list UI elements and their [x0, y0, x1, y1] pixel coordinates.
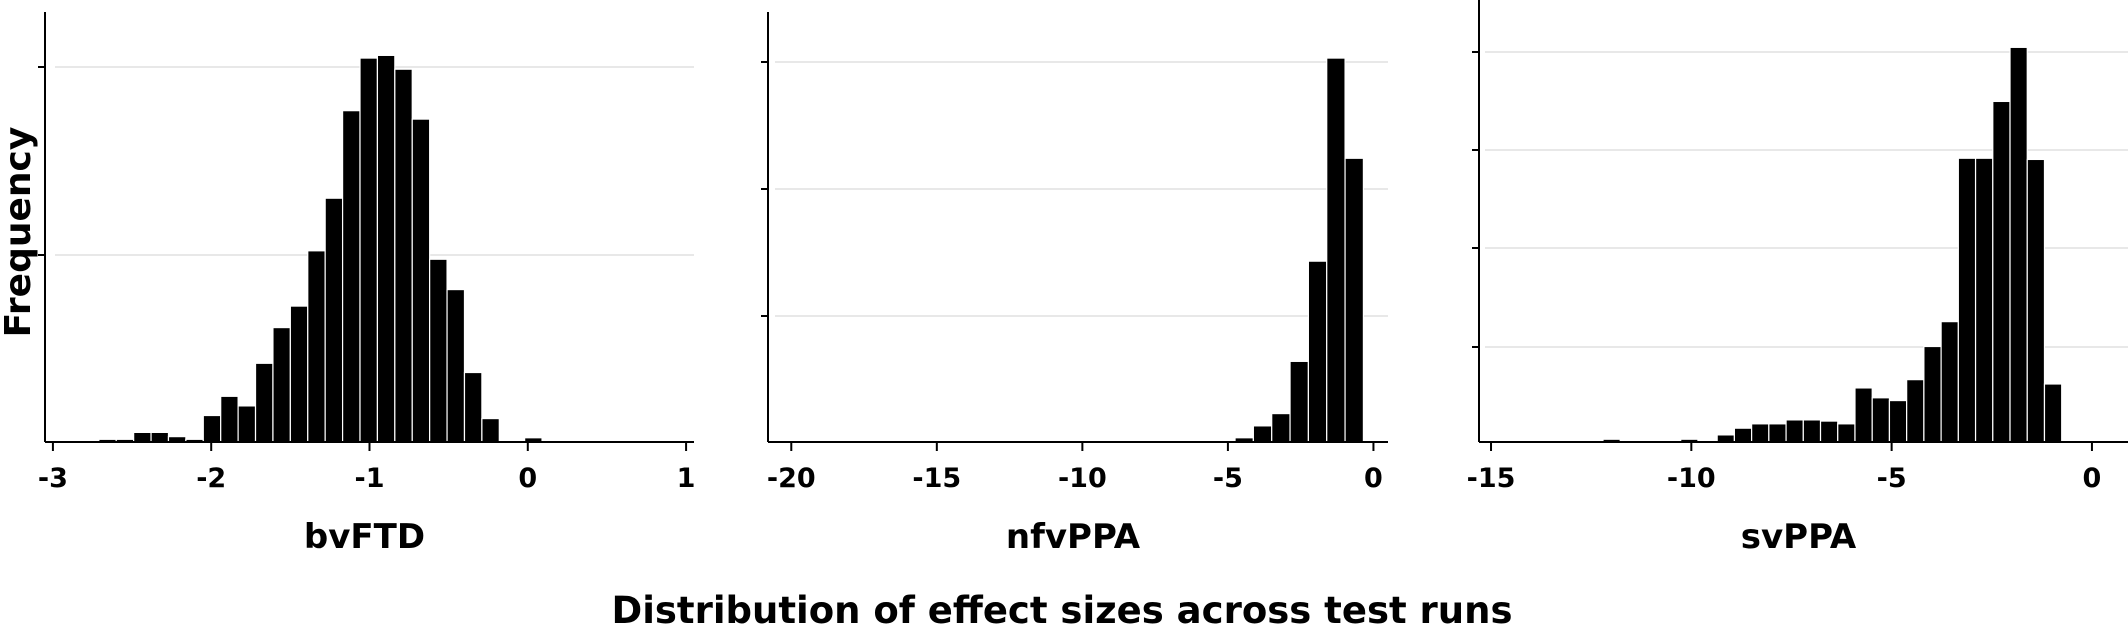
histogram-bar	[1837, 423, 1856, 443]
histogram-bar	[1733, 427, 1753, 443]
histogram-bar	[341, 110, 361, 443]
histogram-bar	[1307, 260, 1328, 443]
histogram-bar	[1344, 157, 1365, 443]
x-tick-label: -5	[1213, 463, 1243, 494]
histogram-bar	[2026, 158, 2046, 443]
histogram-bar	[1326, 57, 1346, 443]
histogram-bar	[324, 197, 344, 443]
histogram-bar	[1716, 434, 1735, 443]
x-tick-label: -5	[1877, 463, 1907, 494]
histogram-bar	[2009, 46, 2028, 443]
x-tick-label: -20	[767, 463, 816, 494]
histogram-bar	[411, 118, 431, 443]
histogram-panel-2: -20 -15 -10 -5 0 nfvPPA	[761, 12, 1388, 557]
histogram-bar	[202, 414, 222, 443]
x-tick-label: -15	[912, 463, 961, 494]
histogram-bar	[1888, 399, 1908, 443]
histogram-bar	[359, 57, 379, 443]
histogram-bar	[133, 431, 152, 443]
histogram-bar	[463, 371, 483, 443]
x-tick-label: -3	[38, 463, 68, 494]
histogram-bar	[220, 395, 239, 443]
histogram-panel-1: -3 -2 -1 0 1 bvFTD	[38, 12, 696, 557]
histogram-bar	[289, 305, 309, 443]
x-tick-label: -15	[1467, 463, 1516, 494]
histogram-bar	[1992, 100, 2011, 443]
histogram-bar	[150, 431, 170, 443]
histogram-bar	[272, 326, 291, 443]
histogram-bar	[1871, 397, 1891, 443]
x-tick-label: -2	[196, 463, 226, 494]
histogram-bar	[1923, 345, 1942, 443]
histogram-bar	[1819, 420, 1839, 443]
panel-xlabel: bvFTD	[304, 517, 425, 557]
x-tick-label: -10	[1667, 463, 1716, 494]
x-tick-label: 1	[677, 463, 696, 494]
histogram-bar	[307, 250, 326, 443]
panel-xlabel: nfvPPA	[1006, 517, 1141, 557]
histogram-bar	[429, 258, 448, 443]
histogram-bar	[1252, 425, 1273, 443]
x-tick-label: 0	[2083, 463, 2102, 494]
histogram-bar	[481, 417, 500, 443]
histogram-bar	[446, 288, 466, 443]
histogram-bar	[1271, 412, 1291, 443]
histogram-bar	[1906, 379, 1925, 443]
figure-caption: Distribution of effect sizes across test…	[612, 589, 1513, 630]
histogram-bar	[1289, 360, 1309, 443]
panel-xlabel: svPPA	[1741, 517, 1857, 557]
x-tick-label: 0	[1364, 463, 1383, 494]
histogram-panel-3: -15 -10 -5 0 svPPA	[1467, 0, 2128, 557]
histogram-bar	[376, 54, 396, 443]
histogram-bar	[1974, 157, 1994, 443]
histogram-bar	[237, 405, 257, 443]
histogram-bar	[1785, 419, 1804, 443]
x-tick-label: -1	[355, 463, 385, 494]
histogram-bar	[1957, 157, 1977, 443]
histogram-bar	[1854, 387, 1873, 443]
histogram-bar	[1751, 423, 1770, 443]
histogram-bar	[1768, 423, 1787, 443]
x-tick-label: -10	[1058, 463, 1107, 494]
histogram-bar	[394, 68, 413, 443]
x-tick-label: 0	[518, 463, 537, 494]
y-axis-label: Frequency	[0, 127, 39, 338]
histogram-bar	[1802, 419, 1822, 443]
histogram-bar	[254, 362, 274, 443]
histogram-bar	[2043, 383, 2063, 443]
histogram-bar	[1940, 321, 1959, 443]
